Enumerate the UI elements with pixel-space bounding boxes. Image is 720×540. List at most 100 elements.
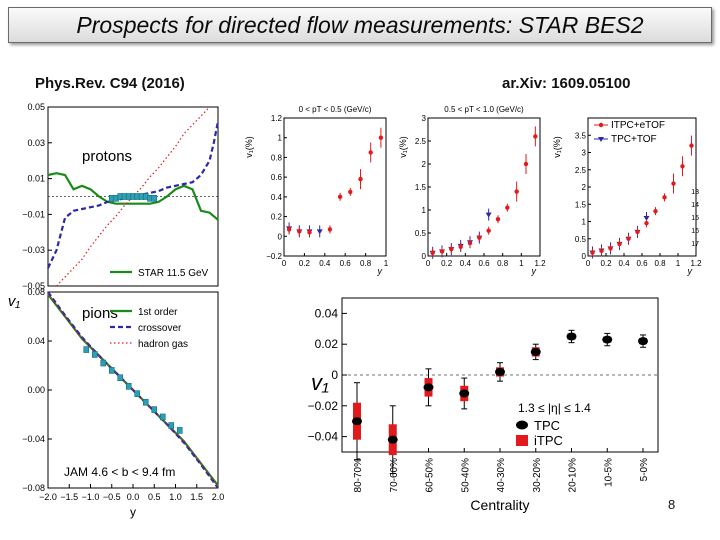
data-point-itpc-etof <box>449 246 454 252</box>
y-tick-label: −0.08 <box>22 483 45 493</box>
x-tick-label: 10-5% <box>603 458 614 487</box>
y-tick-label: 0 <box>422 252 427 261</box>
y-tick-label: 1 <box>278 134 283 143</box>
edge-label: 16 <box>691 228 699 235</box>
y-tick-label: 1 <box>582 218 587 227</box>
y-axis-label: v₁(%) <box>244 136 254 158</box>
slide-title: Prospects for directed flow measurements… <box>76 11 644 38</box>
x-tick-label: 0.2 <box>600 259 612 268</box>
x-tick-label: 0.4 <box>460 259 472 268</box>
y-tick-label: 1 <box>422 206 427 215</box>
x-tick-label: 0.4 <box>319 259 331 268</box>
data-marker <box>142 398 149 406</box>
tpc-data-point <box>566 332 577 341</box>
x-tick-label: 2.0 <box>212 492 225 502</box>
data-point-itpc-etof <box>348 189 353 195</box>
data-point-itpc-etof <box>286 227 292 232</box>
y-tick-label: 0.00 <box>27 385 45 395</box>
x-tick-label: 0.6 <box>478 259 490 268</box>
y-tick-label: 0.03 <box>27 138 45 148</box>
data-marker <box>151 406 158 413</box>
y-tick-label: 1.5 <box>415 183 427 192</box>
data-marker <box>91 351 98 358</box>
y-axis-label: v₁(%) <box>552 136 562 158</box>
x-tick-label: 1 <box>676 259 681 268</box>
x-axis-label: y <box>130 505 136 519</box>
plot-frame <box>587 117 697 257</box>
data-point-tpc-tof <box>316 229 323 235</box>
x-tick-label: 60-50% <box>425 458 436 493</box>
data-point-itpc-etof <box>378 135 384 140</box>
x-axis-label: y <box>531 266 537 276</box>
legend-label: TPC <box>534 418 560 433</box>
data-point-itpc-etof <box>590 250 595 255</box>
data-point-itpc-etof <box>671 181 676 186</box>
y-tick-label: 1.2 <box>271 114 283 123</box>
x-axis-label: Centrality <box>470 497 529 513</box>
y-tick-label: 0 <box>331 368 338 382</box>
x-tick-label: 1 <box>384 259 389 268</box>
x-tick-label: 0 <box>282 259 287 268</box>
y-tick-label: 0.4 <box>271 193 283 202</box>
legend-label: 1st order <box>138 307 178 318</box>
edge-label: 17 <box>691 241 699 248</box>
y-tick-label: 0.01 <box>27 174 45 184</box>
series-line <box>47 292 219 488</box>
x-tick-label: 1.2 <box>690 259 702 268</box>
pt-high-chart: 3.5 3 2.5 2 1.5 1 0.5 00 0.2 0.4 0.6 0.8 1 1.2y v₁(%) I… <box>552 117 702 276</box>
x-axis-label: y <box>687 266 693 276</box>
x-tick-label: −0.5 <box>103 492 121 502</box>
data-point-itpc-etof <box>644 221 649 226</box>
slide-title-box: Prospects for directed flow measurements… <box>8 7 712 43</box>
data-point-itpc-etof <box>439 249 445 254</box>
y-tick-label: −0.04 <box>22 434 45 444</box>
tpc-data-point <box>352 417 362 426</box>
data-point-itpc-etof <box>617 241 622 247</box>
y-tick-label: 0.02 <box>315 337 339 351</box>
x-tick-label: 1.5 <box>190 492 203 502</box>
data-point-itpc-etof <box>486 228 491 233</box>
pt-mid-chart: 0.5 < pT < 1.0 (GeV/c) 3 2.5 2 1.5 1 0.5 00 0.2 0… <box>398 105 546 276</box>
y-tick-label: −0.01 <box>22 209 45 219</box>
centrality-chart: 0.04 0.02 0 −0.02 −0.04 80-70% 70-60% 60-50% 50-… <box>308 297 659 513</box>
data-marker <box>168 422 175 429</box>
data-point-itpc-etof <box>495 217 501 222</box>
y-tick-label: 0.08 <box>27 287 45 297</box>
x-tick-label: 70-60% <box>389 458 400 493</box>
x-tick-label: 0.5 <box>148 492 161 502</box>
data-point-itpc-etof <box>368 150 373 155</box>
y-tick-label: 0.05 <box>27 102 45 112</box>
y-tick-label: 0.8 <box>271 153 283 162</box>
plot-frame <box>283 117 387 257</box>
data-point-itpc-etof <box>533 134 538 139</box>
y-tick-label: 2 <box>422 160 427 169</box>
x-tick-label: 1 <box>519 259 524 268</box>
legend-label: STAR 11.5 GeV <box>138 268 209 279</box>
y-axis-label: v₁ <box>8 293 21 310</box>
edge-label: 15 <box>691 215 699 222</box>
tpc-data-point <box>602 335 613 344</box>
data-point-itpc-etof <box>327 227 333 232</box>
panel-label: pions <box>82 305 118 322</box>
jam-pions-chart: 0.08 0.04 0.00 −0.04 −0.08−2.0 −1.5 −1.0 −0.5 0.… <box>8 287 225 519</box>
x-tick-label: −2.0 <box>39 492 57 502</box>
y-tick-label: 0.04 <box>315 306 339 320</box>
y-tick-label: −0.04 <box>308 430 339 444</box>
x-tick-label: 5-0% <box>639 458 650 481</box>
tpc-data-point <box>530 347 541 356</box>
data-point-itpc-etof <box>635 229 640 235</box>
data-marker <box>125 383 132 390</box>
reference-left: Phys.Rev. C94 (2016) <box>35 75 185 92</box>
x-tick-label: 30-20% <box>532 458 543 493</box>
data-marker <box>159 413 166 421</box>
y-tick-label: 0.6 <box>271 173 283 182</box>
y-tick-label: 0 <box>278 232 283 241</box>
y-tick-label: 2.5 <box>575 166 587 175</box>
x-tick-label: 80-70% <box>353 458 364 493</box>
y-tick-label: 0.04 <box>27 336 45 346</box>
eta-annotation: 1.3 ≤ |η| ≤ 1.4 <box>518 401 591 415</box>
data-point-itpc-etof <box>514 189 519 194</box>
legend-marker <box>598 137 604 142</box>
x-tick-label: 0.6 <box>636 259 648 268</box>
data-point-itpc-etof <box>467 240 473 246</box>
